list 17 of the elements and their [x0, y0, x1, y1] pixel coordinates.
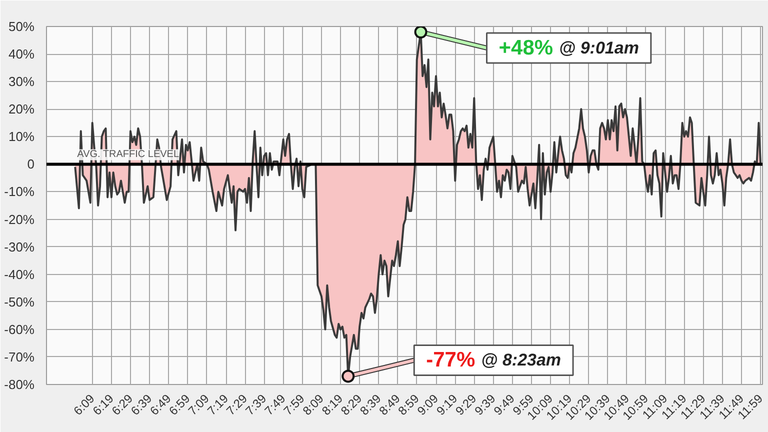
y-tick-label: 0 — [27, 156, 35, 172]
y-tick-label: -50% — [4, 294, 35, 310]
y-tick-label: -70% — [4, 349, 35, 364]
annotation: +48% @ 9:01am — [498, 36, 639, 60]
y-tick-label: -40% — [4, 266, 35, 282]
y-tick-label: -10% — [4, 184, 35, 200]
y-tick-label: 10% — [8, 129, 35, 144]
y-tick-label: 30% — [8, 74, 35, 90]
y-tick-label: 50% — [8, 19, 35, 34]
y-tick-label: -80% — [4, 377, 35, 392]
ref-line-label: AVG. TRAFFIC LEVEL — [77, 149, 180, 160]
y-tick-label: 20% — [8, 102, 35, 117]
annotation: -77% @ 8:23am — [426, 348, 562, 372]
y-tick-label: -60% — [4, 322, 35, 337]
y-tick-label: 40% — [8, 46, 35, 62]
y-tick-label: -30% — [4, 239, 35, 254]
y-tick-label: -20% — [4, 212, 35, 227]
